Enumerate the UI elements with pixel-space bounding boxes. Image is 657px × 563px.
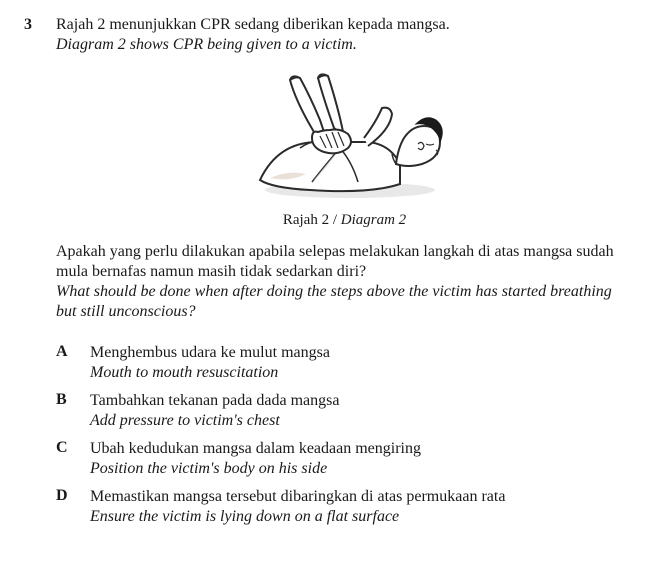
subq-ms-line1: Apakah yang perlu dilakukan apabila sele… <box>56 243 633 261</box>
option-en: Add pressure to victim's chest <box>90 411 505 431</box>
option-en: Ensure the victim is lying down on a fla… <box>90 507 505 527</box>
option-ms: Menghembus udara ke mulut mangsa <box>90 343 505 363</box>
option-en: Mouth to mouth resuscitation <box>90 363 505 383</box>
option-text: Tambahkan tekanan pada dada mangsa Add p… <box>90 387 505 435</box>
question-number: 3 <box>24 16 56 531</box>
option-ms: Tambahkan tekanan pada dada mangsa <box>90 391 505 411</box>
option-text: Ubah kedudukan mangsa dalam keadaan meng… <box>90 435 505 483</box>
option-letter: A <box>56 339 90 387</box>
option-ms: Memastikan mangsa tersebut dibaringkan d… <box>90 487 505 507</box>
sub-question: Apakah yang perlu dilakukan apabila sele… <box>56 243 633 321</box>
option-letter: D <box>56 483 90 531</box>
option-ms: Ubah kedudukan mangsa dalam keadaan meng… <box>90 439 505 459</box>
option-letter: B <box>56 387 90 435</box>
options-list: A Menghembus udara ke mulut mangsa Mouth… <box>56 339 505 531</box>
subq-en-line2: but still unconscious? <box>56 303 633 321</box>
figure-caption-en: Diagram 2 <box>341 212 406 228</box>
option-row[interactable]: D Memastikan mangsa tersebut dibaringkan… <box>56 483 505 531</box>
option-letter: C <box>56 435 90 483</box>
question-body: Rajah 2 menunjukkan CPR sedang diberikan… <box>56 16 633 531</box>
question-stem: Rajah 2 menunjukkan CPR sedang diberikan… <box>56 16 633 54</box>
option-en: Position the victim's body on his side <box>90 459 505 479</box>
figure-caption: Rajah 2 / Diagram 2 <box>240 212 450 229</box>
stem-ms: Rajah 2 menunjukkan CPR sedang diberikan… <box>56 16 633 34</box>
option-row[interactable]: B Tambahkan tekanan pada dada mangsa Add… <box>56 387 505 435</box>
option-row[interactable]: A Menghembus udara ke mulut mangsa Mouth… <box>56 339 505 387</box>
cpr-illustration-icon <box>240 72 450 202</box>
question-block: 3 Rajah 2 menunjukkan CPR sedang diberik… <box>24 16 633 531</box>
subq-ms-line2: mula bernafas namun masih tidak sedarkan… <box>56 263 633 281</box>
option-row[interactable]: C Ubah kedudukan mangsa dalam keadaan me… <box>56 435 505 483</box>
figure-wrap: Rajah 2 / Diagram 2 <box>56 72 633 229</box>
option-text: Memastikan mangsa tersebut dibaringkan d… <box>90 483 505 531</box>
option-text: Menghembus udara ke mulut mangsa Mouth t… <box>90 339 505 387</box>
stem-en-text: Diagram 2 shows CPR being given to a vic… <box>56 36 357 53</box>
figure: Rajah 2 / Diagram 2 <box>240 72 450 229</box>
stem-en: Diagram 2 shows CPR being given to a vic… <box>56 36 633 54</box>
subq-en-line1: What should be done when after doing the… <box>56 283 633 301</box>
figure-caption-ms: Rajah 2 / <box>283 212 341 228</box>
